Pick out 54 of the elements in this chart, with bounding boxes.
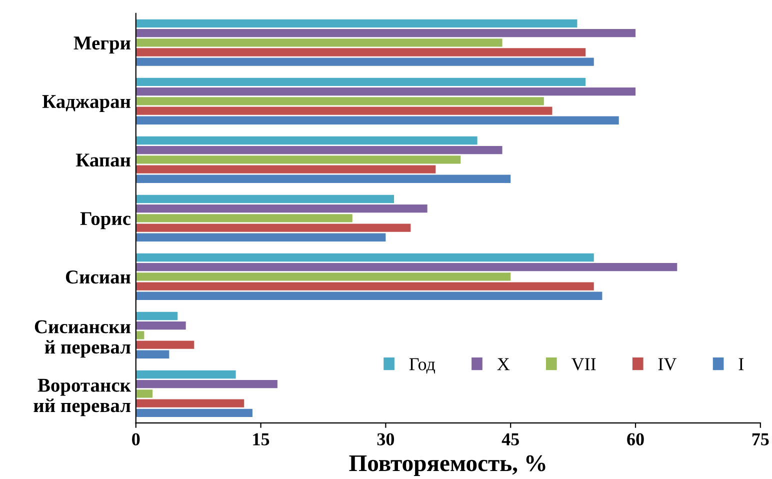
bar bbox=[136, 156, 461, 164]
bar bbox=[136, 106, 552, 115]
bar bbox=[136, 136, 478, 145]
bar bbox=[136, 19, 578, 28]
bar bbox=[136, 331, 144, 340]
bar bbox=[136, 380, 278, 388]
bar bbox=[136, 253, 594, 262]
bar bbox=[136, 408, 252, 417]
x-tick-label: 15 bbox=[253, 433, 270, 446]
bar bbox=[136, 78, 586, 86]
y-tick-label: Сисиан bbox=[66, 270, 130, 284]
bar bbox=[136, 28, 636, 38]
bar bbox=[136, 174, 511, 183]
bar bbox=[136, 224, 411, 232]
x-tick-label: 60 bbox=[627, 433, 644, 446]
legend-label: X bbox=[497, 358, 510, 370]
y-tick-label: Каджаран bbox=[42, 95, 130, 112]
bar bbox=[136, 194, 394, 204]
bar bbox=[136, 399, 244, 408]
y-tick-label: Сисиански й перевал bbox=[34, 320, 130, 358]
bar bbox=[136, 263, 678, 272]
bar bbox=[136, 48, 586, 56]
legend-label: IV bbox=[658, 358, 677, 370]
bar bbox=[136, 88, 636, 96]
y-tick-label: Капан bbox=[76, 154, 130, 167]
bar bbox=[136, 97, 544, 106]
bar bbox=[136, 370, 236, 379]
bar bbox=[136, 204, 428, 213]
y-tick-label: Горис bbox=[80, 212, 131, 230]
bar bbox=[136, 38, 502, 47]
bar bbox=[136, 58, 594, 66]
legend-label: Год bbox=[409, 358, 436, 374]
bar bbox=[136, 390, 153, 398]
legend-label: VII bbox=[571, 358, 596, 370]
bar bbox=[136, 322, 186, 330]
legend-label: I bbox=[738, 358, 744, 370]
bar bbox=[136, 272, 511, 281]
y-tick-label: Воротанск ий перевал bbox=[34, 378, 131, 416]
bar bbox=[136, 146, 502, 154]
bar bbox=[136, 350, 170, 358]
bar bbox=[136, 282, 594, 290]
bar bbox=[136, 292, 602, 300]
y-tick-label: Мегри bbox=[74, 36, 130, 54]
bar bbox=[136, 233, 386, 242]
bar bbox=[136, 214, 352, 222]
x-axis-title: Повторяемость, % bbox=[349, 455, 546, 476]
x-tick-label: 75 bbox=[752, 433, 769, 446]
x-tick-label: 45 bbox=[502, 433, 519, 446]
x-tick-label: 0 bbox=[132, 433, 140, 446]
x-tick-label: 30 bbox=[377, 433, 394, 446]
bar bbox=[136, 340, 194, 349]
bar bbox=[136, 165, 436, 174]
bar bbox=[136, 312, 178, 320]
bar bbox=[136, 116, 619, 124]
